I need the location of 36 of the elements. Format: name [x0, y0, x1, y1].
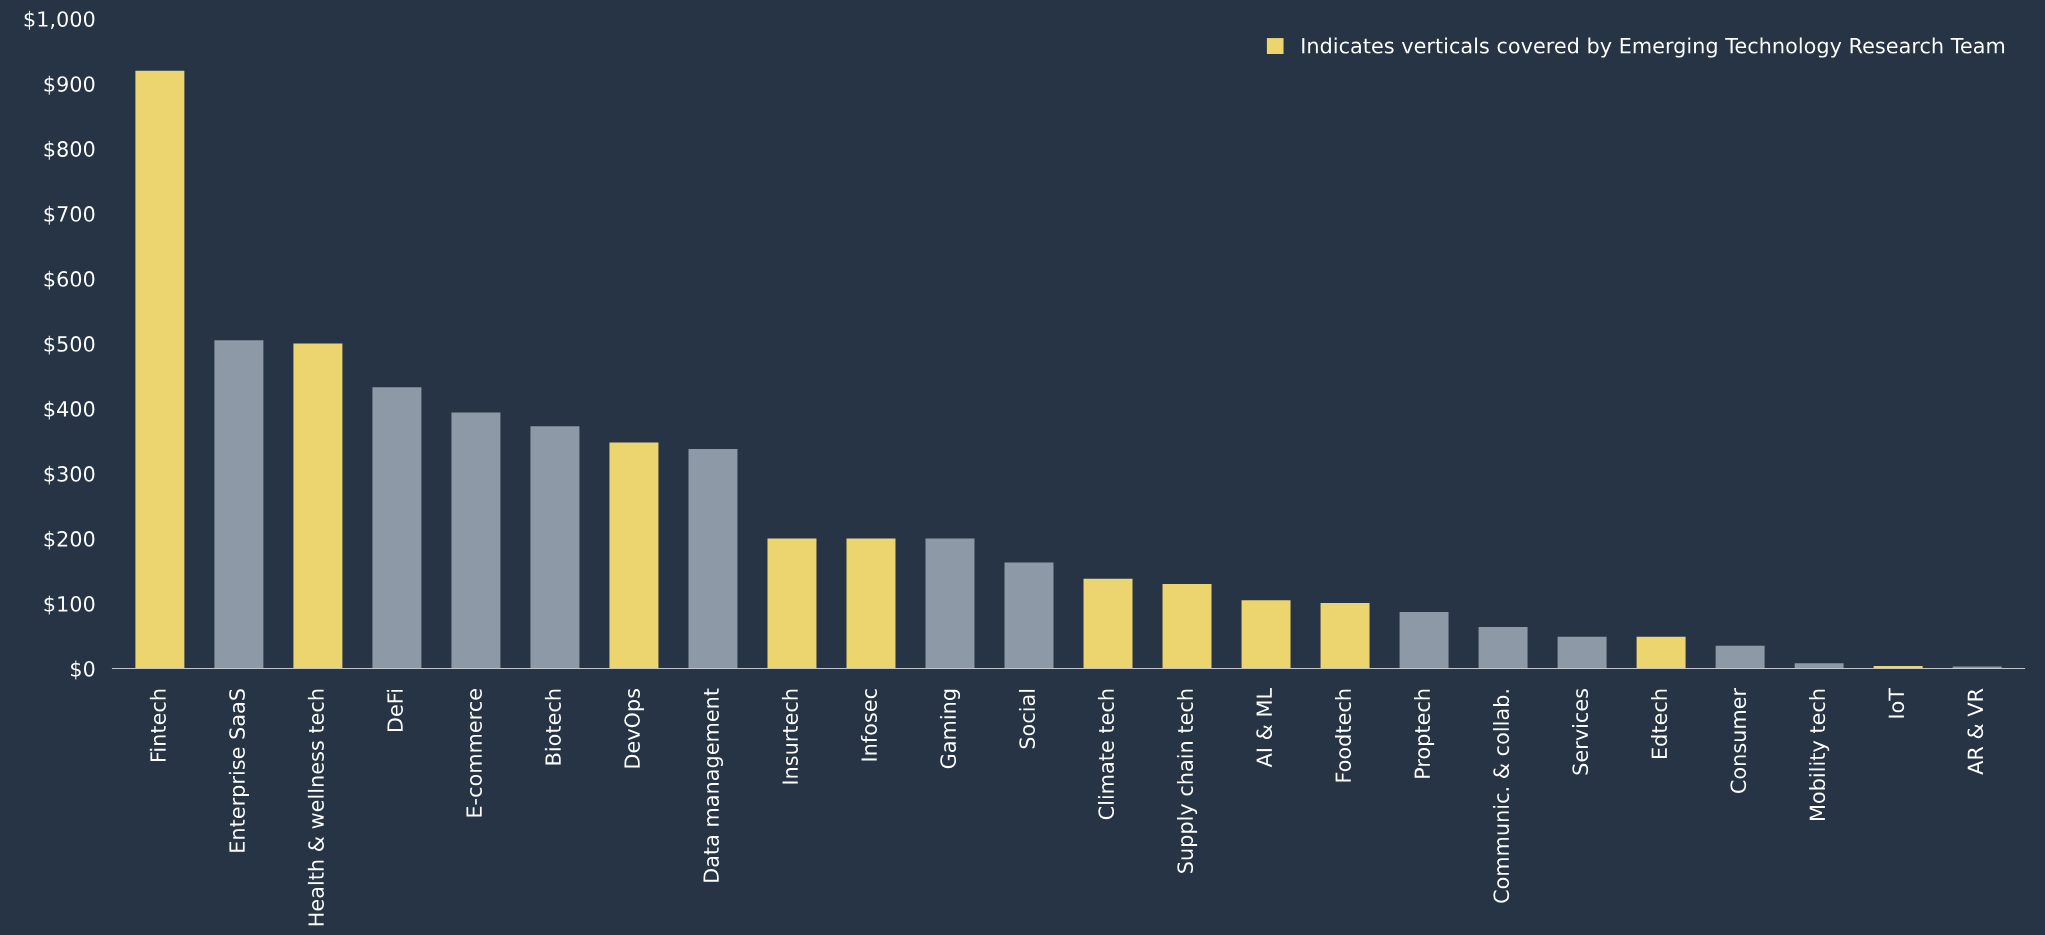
x-tick-label: Health & wellness tech	[307, 689, 324, 926]
y-tick-label: $400	[44, 400, 95, 420]
x-tick-label: Mobility tech	[1809, 689, 1830, 820]
x-tick-label: AR & VR	[1967, 688, 1984, 775]
y-tick-label: $900	[44, 75, 95, 95]
x-tick-label: Proptech	[1413, 689, 1435, 778]
y-tick-label: $600	[44, 270, 95, 290]
x-tick-label: Communic. & collab.	[1492, 690, 1510, 903]
x-tick-label: DevOps	[624, 688, 645, 768]
x-tick-label: Infosec	[860, 689, 878, 761]
x-tick-label: Biotech	[544, 689, 561, 765]
y-tick-label: $1,000	[24, 10, 95, 30]
x-tick-label: Fintech	[149, 689, 166, 762]
x-tick-label: IoT	[1888, 687, 1905, 718]
x-tick-label: Enterprise SaaS	[228, 689, 249, 852]
y-tick-label: $300	[44, 465, 95, 485]
x-tick-label: Edtech	[1651, 689, 1668, 758]
x-tick-label: Consumer	[1730, 687, 1747, 794]
x-tick-label: DeFi	[386, 689, 403, 732]
y-tick-label: $700	[44, 205, 95, 225]
x-tick-label: Services	[1572, 688, 1589, 775]
y-tick-label: $100	[44, 595, 95, 615]
x-tick-label: AI & ML	[1256, 688, 1273, 768]
x-tick-label: Foodtech	[1334, 689, 1352, 782]
y-tick-label: $500	[44, 335, 95, 355]
y-tick-label: $0	[71, 660, 95, 680]
x-tick-label: Gaming	[939, 689, 961, 769]
x-tick-label: Climate tech	[1097, 689, 1115, 820]
legend-label: Indicates verticals covered by Emerging Technology Research Team	[1302, 37, 2005, 58]
x-tick-label: Data management	[703, 688, 724, 882]
y-tick-label: $200	[44, 530, 95, 550]
x-tick-label: E-commerce	[466, 689, 482, 817]
x-tick-label: Insurtech	[781, 689, 799, 784]
y-tick-label: $800	[44, 140, 95, 160]
x-tick-label: Social	[1018, 689, 1036, 749]
x-tick-label: Supply chain tech	[1176, 689, 1198, 873]
